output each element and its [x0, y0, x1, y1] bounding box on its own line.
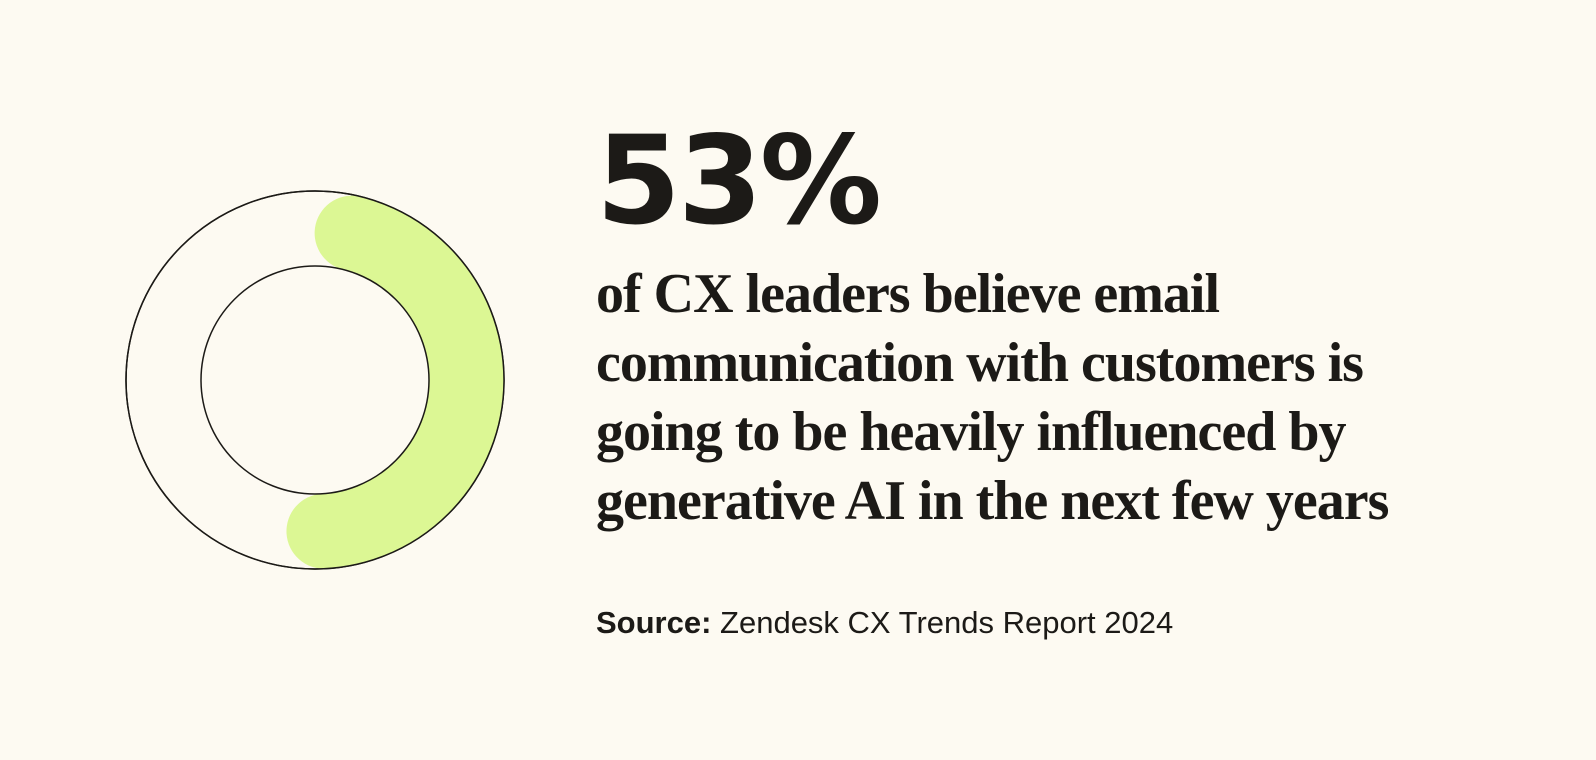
source-label: Source:: [596, 605, 712, 640]
stat-description: of CX leaders believe email communicatio…: [596, 263, 1389, 532]
donut-outer-outline: [125, 190, 505, 570]
source-line: Source: Zendesk CX Trends Report 2024: [596, 604, 1173, 641]
donut-chart: [125, 190, 505, 570]
source-text: Zendesk CX Trends Report 2024: [711, 605, 1174, 640]
donut-slice-value: [286, 195, 505, 569]
donut-inner-ring: [200, 265, 430, 495]
stat-value: 53%: [596, 110, 882, 252]
